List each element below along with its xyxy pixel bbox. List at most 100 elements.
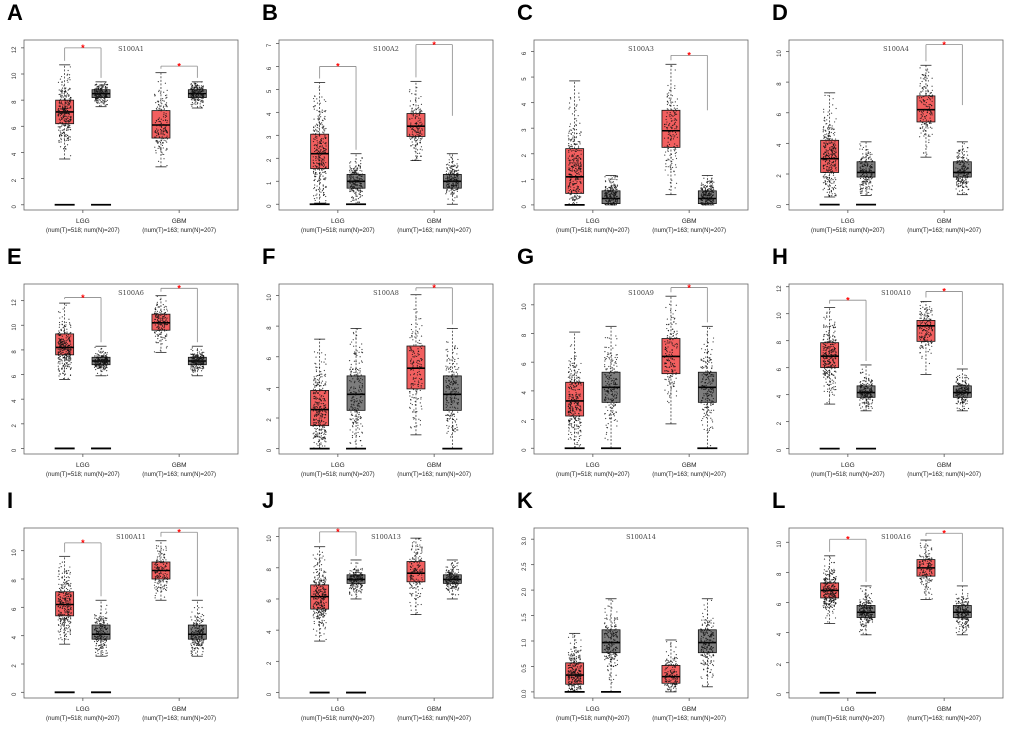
- svg-text:(num(T)=163; num(N)=207): (num(T)=163; num(N)=207): [397, 228, 471, 234]
- svg-text:(num(T)=163; num(N)=207): (num(T)=163; num(N)=207): [652, 228, 726, 234]
- svg-text:(num(T)=518; num(N)=207): (num(T)=518; num(N)=207): [301, 228, 375, 234]
- svg-text:*: *: [687, 51, 691, 61]
- svg-text:(num(T)=518; num(N)=207): (num(T)=518; num(N)=207): [46, 472, 120, 478]
- svg-text:0: 0: [522, 205, 528, 209]
- svg-text:S100A2: S100A2: [373, 45, 399, 53]
- svg-text:*: *: [942, 40, 946, 50]
- boxplot-s100a8: S100A8 0 2 4 6 8 10 LGG (num(T)=518; num(N)=207)…: [267, 283, 494, 478]
- svg-text:(num(T)=518; num(N)=207): (num(T)=518; num(N)=207): [46, 228, 120, 234]
- svg-text:1: 1: [522, 179, 528, 183]
- svg-text:GBM: GBM: [427, 462, 442, 469]
- boxplot-s100a3: S100A3 0 1 2 3 4 5 6 LGG (num(T)=518; num(N)=207)…: [522, 39, 749, 234]
- svg-text:S100A4: S100A4: [883, 45, 909, 53]
- svg-text:*: *: [177, 284, 181, 294]
- panel-letter-k: K: [517, 488, 533, 513]
- svg-text:4: 4: [777, 143, 783, 147]
- svg-text:7: 7: [267, 43, 273, 47]
- svg-text:LGG: LGG: [586, 218, 600, 225]
- svg-text:10: 10: [12, 323, 18, 330]
- svg-text:LGG: LGG: [331, 462, 345, 469]
- svg-text:*: *: [336, 62, 340, 72]
- svg-text:*: *: [177, 61, 181, 71]
- svg-text:10: 10: [777, 49, 783, 56]
- svg-text:LGG: LGG: [76, 462, 90, 469]
- svg-text:6: 6: [267, 66, 273, 70]
- panel-letter-d: D: [772, 0, 788, 25]
- svg-text:0: 0: [777, 204, 783, 208]
- svg-text:6: 6: [12, 374, 18, 378]
- svg-text:LGG: LGG: [331, 218, 345, 225]
- svg-text:GBM: GBM: [172, 462, 187, 469]
- boxplot-s100a6: S100A6 0 2 4 6 8 10 12 LGG (num(T)=518; num(N)=20…: [12, 284, 239, 478]
- svg-text:5: 5: [522, 77, 528, 81]
- svg-text:6: 6: [12, 126, 18, 130]
- panel-d: D S100A4 0 2 4 6 8 10 LGG (num(T)=518; num(N)=20…: [765, 0, 1020, 244]
- svg-text:(num(T)=163; num(N)=207): (num(T)=163; num(N)=207): [142, 472, 216, 478]
- svg-text:(num(T)=518; num(N)=207): (num(T)=518; num(N)=207): [301, 472, 375, 478]
- svg-text:4: 4: [12, 152, 18, 156]
- panel-f: F S100A8 0 2 4 6 8 10 LGG (num(T)=518; num(N)=20…: [255, 244, 510, 488]
- svg-text:*: *: [432, 40, 436, 50]
- svg-text:LGG: LGG: [76, 218, 90, 225]
- panel-letter-i: I: [7, 488, 14, 513]
- panel-letter-f: F: [262, 244, 276, 269]
- svg-text:GBM: GBM: [937, 218, 952, 225]
- boxplot-s100a1: S100A1 0 2 4 6 8 10 12 LGG (num(T)=518; num(N)=20…: [12, 39, 239, 234]
- svg-text:12: 12: [12, 299, 18, 306]
- panel-letter-e: E: [7, 244, 22, 269]
- svg-text:4: 4: [522, 102, 528, 106]
- panel-e: E S100A6 0 2 4 6 8 10 12 LGG (num(T)=518; num(N)=…: [0, 244, 255, 488]
- svg-text:(num(T)=518; num(N)=207): (num(T)=518; num(N)=207): [811, 228, 885, 234]
- svg-text:2: 2: [12, 423, 18, 427]
- panel-letter-c: C: [517, 0, 533, 25]
- svg-text:(num(T)=163; num(N)=207): (num(T)=163; num(N)=207): [907, 228, 981, 234]
- svg-text:6: 6: [522, 51, 528, 55]
- svg-text:(num(T)=163; num(N)=207): (num(T)=163; num(N)=207): [142, 228, 216, 234]
- svg-text:6: 6: [267, 356, 273, 360]
- boxplot-s100a14: S100A140.00.51.01.52.02.53.0LGG(num(T)=5…: [522, 527, 749, 722]
- svg-text:(num(T)=518; num(N)=207): (num(T)=518; num(N)=207): [556, 228, 630, 234]
- svg-text:(num(T)=163; num(N)=207): (num(T)=163; num(N)=207): [397, 472, 471, 478]
- panel-g: G S100A9 0 2 4 6 8 10 LGG (num(T)=518; num(N)=20…: [510, 244, 765, 488]
- svg-text:S100A6: S100A6: [118, 289, 144, 297]
- panel-b: B S100A2 0 1 2 3 4 5 6 7 LGG (num(T)=518; num(N)=2…: [255, 0, 510, 244]
- panel-letter-a: A: [7, 0, 23, 25]
- svg-text:4: 4: [267, 112, 273, 116]
- panel-letter-g: G: [517, 244, 535, 269]
- svg-text:1: 1: [267, 181, 273, 185]
- svg-text:8: 8: [12, 100, 18, 104]
- svg-text:GBM: GBM: [682, 218, 697, 225]
- panel-h: H S100A10 0 2 4 6 8 10 12 LGG (num(T)=518; num(N)…: [765, 244, 1020, 488]
- svg-text:2: 2: [777, 174, 783, 178]
- svg-text:2: 2: [267, 158, 273, 162]
- panel-letter-h: H: [772, 244, 788, 269]
- svg-text:0: 0: [12, 448, 18, 452]
- panel-j: J S100A13 0 2 4 6 8 10 LGG (num(T)=518; num(N)=2…: [255, 488, 510, 733]
- svg-text:10: 10: [267, 293, 273, 300]
- svg-text:*: *: [81, 43, 85, 53]
- panel-letter-j: J: [262, 488, 275, 513]
- svg-text:S100A1: S100A1: [118, 45, 144, 53]
- svg-text:8: 8: [777, 82, 783, 86]
- svg-text:0: 0: [267, 448, 273, 452]
- svg-text:0: 0: [267, 204, 273, 208]
- svg-text:8: 8: [12, 350, 18, 354]
- panel-i: I S100A11 0 2 4 6 8 10 LGG (num(T)=518; num(N)=2…: [0, 488, 255, 733]
- svg-text:*: *: [81, 293, 85, 303]
- panel-c: C S100A3 0 1 2 3 4 5 6 LGG (num(T)=518; num(N)=20…: [510, 0, 765, 244]
- svg-text:S100A3: S100A3: [628, 45, 654, 53]
- boxplot-s100a4: S100A4 0 2 4 6 8 10 LGG (num(T)=518; num(N)=207)…: [777, 39, 1004, 234]
- svg-text:10: 10: [12, 72, 18, 79]
- svg-text:8: 8: [267, 326, 273, 330]
- svg-text:GBM: GBM: [172, 218, 187, 225]
- panel-letter-b: B: [262, 0, 278, 25]
- panel-a: A S100A1 0 2 4 6 8 10 12 LGG (num(T)=518; num(N)=…: [0, 0, 255, 244]
- panel-letter-l: L: [772, 488, 786, 513]
- svg-text:S100A8: S100A8: [373, 289, 399, 297]
- svg-text:3: 3: [267, 135, 273, 139]
